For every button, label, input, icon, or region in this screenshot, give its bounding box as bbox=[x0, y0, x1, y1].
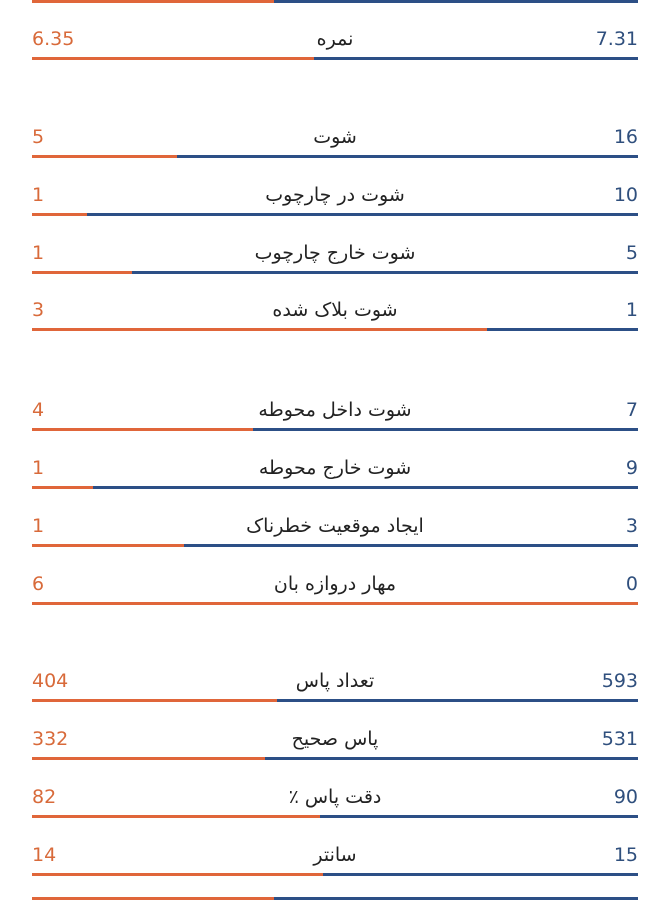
away-value: 1 bbox=[32, 515, 45, 537]
home-bar-segment bbox=[265, 757, 638, 760]
comparison-bar bbox=[32, 155, 638, 158]
away-bar-segment bbox=[32, 815, 320, 818]
comparison-bar bbox=[32, 271, 638, 274]
comparison-bar bbox=[32, 602, 638, 605]
away-bar-segment bbox=[32, 699, 277, 702]
home-value: 10 bbox=[613, 184, 638, 206]
away-bar-segment bbox=[32, 602, 638, 605]
stat-row-goalkeeper-saves: 6 مهار دروازه بان 0 bbox=[32, 564, 638, 614]
stat-label: شوت بلاک شده bbox=[272, 299, 398, 321]
away-bar-segment bbox=[32, 328, 487, 331]
stat-label: تعداد پاس bbox=[295, 670, 375, 692]
stat-label: دقت پاس ٪ bbox=[288, 786, 382, 808]
next-stat-bar bbox=[32, 897, 638, 900]
comparison-bar bbox=[32, 757, 638, 760]
away-bar-segment bbox=[32, 897, 274, 900]
comparison-bar bbox=[32, 815, 638, 818]
away-bar-segment bbox=[32, 271, 132, 274]
stat-row-pass-accuracy: 82 دقت پاس ٪ 90 bbox=[32, 777, 638, 827]
home-bar-segment bbox=[487, 328, 638, 331]
home-bar-segment bbox=[184, 544, 638, 547]
away-value: 1 bbox=[32, 184, 45, 206]
stat-label: شوت bbox=[313, 126, 357, 148]
stat-row-shots-off-target: 1 شوت خارج چارچوب 5 bbox=[32, 233, 638, 283]
comparison-bar bbox=[32, 57, 638, 60]
away-bar-segment bbox=[32, 544, 184, 547]
away-value: 404 bbox=[32, 670, 69, 692]
away-bar-segment bbox=[32, 57, 314, 60]
away-value: 1 bbox=[32, 457, 45, 479]
away-bar-segment bbox=[32, 155, 177, 158]
home-bar-segment bbox=[277, 699, 638, 702]
stat-row-shots-inside-box: 4 شوت داخل محوطه 7 bbox=[32, 390, 638, 440]
stat-label: شوت داخل محوطه bbox=[258, 399, 412, 421]
home-value: 9 bbox=[625, 457, 638, 479]
home-value: 0 bbox=[625, 573, 638, 595]
away-value: 3 bbox=[32, 299, 45, 321]
home-value: 15 bbox=[613, 844, 638, 866]
stat-row-blocked-shots: 3 شوت بلاک شده 1 bbox=[32, 290, 638, 340]
away-value: 82 bbox=[32, 786, 57, 808]
comparison-bar bbox=[32, 873, 638, 876]
away-value: 332 bbox=[32, 728, 69, 750]
away-value: 1 bbox=[32, 242, 45, 264]
stat-label: شوت در چارچوب bbox=[265, 184, 405, 206]
stat-label: مهار دروازه بان bbox=[273, 573, 397, 595]
home-value: 593 bbox=[601, 670, 638, 692]
stat-row-shots-on-target: 1 شوت در چارچوب 10 bbox=[32, 175, 638, 225]
home-bar-segment bbox=[177, 155, 638, 158]
previous-stat-bar bbox=[32, 0, 638, 3]
home-bar-segment bbox=[320, 815, 638, 818]
away-bar-segment bbox=[32, 873, 323, 876]
comparison-bar bbox=[32, 213, 638, 216]
stat-row-crosses: 14 سانتر 15 bbox=[32, 835, 638, 885]
away-value: 14 bbox=[32, 844, 57, 866]
stat-label: شوت خارج چارچوب bbox=[254, 242, 416, 264]
comparison-bar bbox=[32, 486, 638, 489]
comparison-bar bbox=[32, 544, 638, 547]
home-bar-segment bbox=[274, 0, 638, 3]
stat-row-total-passes: 404 تعداد پاس 593 bbox=[32, 661, 638, 711]
home-bar-segment bbox=[314, 57, 638, 60]
stat-row-rating: 6.35 نمره 7.31 bbox=[32, 19, 638, 69]
home-bar-segment bbox=[323, 873, 638, 876]
home-bar-segment bbox=[253, 428, 638, 431]
comparison-bar bbox=[32, 328, 638, 331]
home-value: 16 bbox=[613, 126, 638, 148]
away-value: 5 bbox=[32, 126, 45, 148]
away-bar-segment bbox=[32, 757, 265, 760]
away-bar-segment bbox=[32, 213, 87, 216]
home-bar-segment bbox=[87, 213, 638, 216]
away-value: 6.35 bbox=[32, 28, 75, 50]
stat-label: نمره bbox=[316, 28, 354, 50]
home-value: 7 bbox=[625, 399, 638, 421]
stat-row-shots: 5 شوت 16 bbox=[32, 117, 638, 167]
stat-label: شوت خارج محوطه bbox=[258, 457, 412, 479]
comparison-bar bbox=[32, 428, 638, 431]
comparison-bar bbox=[32, 699, 638, 702]
home-bar-segment bbox=[93, 486, 638, 489]
stat-row-big-chances: 1 ایجاد موقعیت خطرناک 3 bbox=[32, 506, 638, 556]
home-bar-segment bbox=[132, 271, 638, 274]
away-value: 6 bbox=[32, 573, 45, 595]
home-value: 3 bbox=[625, 515, 638, 537]
stat-label: پاس صحیح bbox=[291, 728, 379, 750]
stat-label: سانتر bbox=[313, 844, 357, 866]
stat-label: ایجاد موقعیت خطرناک bbox=[246, 515, 424, 537]
home-value: 5 bbox=[625, 242, 638, 264]
home-bar-segment bbox=[274, 897, 638, 900]
stat-row-accurate-passes: 332 پاس صحیح 531 bbox=[32, 719, 638, 769]
away-bar-segment bbox=[32, 486, 93, 489]
away-value: 4 bbox=[32, 399, 45, 421]
home-value: 90 bbox=[613, 786, 638, 808]
stat-row-shots-outside-box: 1 شوت خارج محوطه 9 bbox=[32, 448, 638, 498]
home-value: 531 bbox=[601, 728, 638, 750]
away-bar-segment bbox=[32, 428, 253, 431]
home-value: 1 bbox=[625, 299, 638, 321]
home-value: 7.31 bbox=[595, 28, 638, 50]
away-bar-segment bbox=[32, 0, 274, 3]
